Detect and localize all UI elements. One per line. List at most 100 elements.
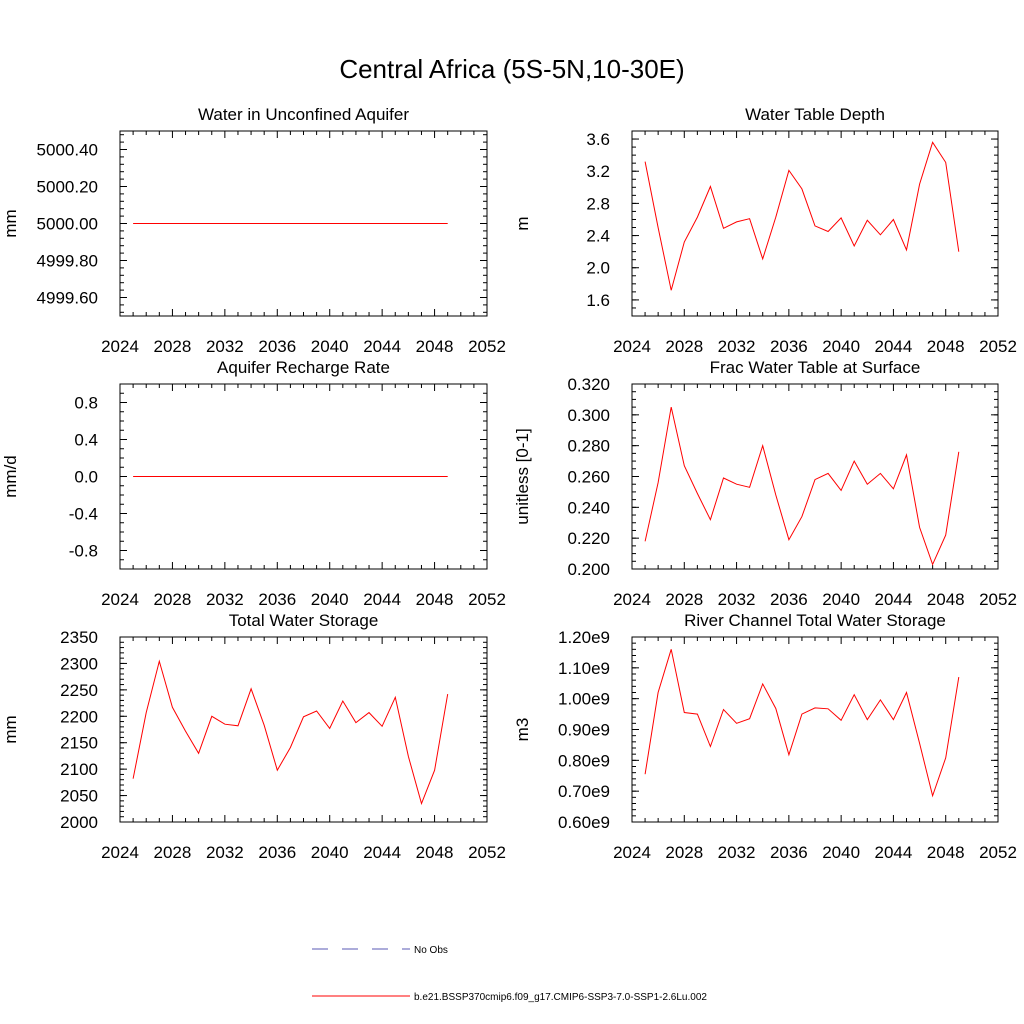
x-tick-label: 2040	[822, 843, 860, 862]
x-tick-label: 2024	[101, 590, 139, 609]
plot-frame	[119, 636, 488, 823]
x-tick-label: 2052	[979, 843, 1017, 862]
panel-river-channel-total-water-storage: River Channel Total Water Storage m3 2024 2…	[513, 611, 1017, 862]
x-tick-label: 2032	[718, 843, 756, 862]
x-tick-label: 2032	[206, 590, 244, 609]
x-tick-label: 2032	[206, 337, 244, 356]
y-tick-label: 0.70e9	[558, 782, 610, 801]
y-tick-label: 1.6	[586, 291, 610, 310]
x-tick-label: 2052	[468, 590, 506, 609]
y-axis-label: mm	[1, 715, 20, 743]
x-tick-label: 2052	[979, 337, 1017, 356]
y-tick-label: 5000.00	[37, 215, 98, 234]
x-tick-label: 2052	[979, 590, 1017, 609]
y-tick-label: 0.80e9	[558, 751, 610, 770]
y-tick-label: 2100	[60, 760, 98, 779]
y-tick-label: 2350	[60, 628, 98, 647]
y-tick-label: 3.6	[586, 130, 610, 149]
y-axis-label: m3	[513, 718, 532, 742]
x-tick-label: 2048	[927, 843, 965, 862]
plot-frame	[631, 636, 999, 823]
y-tick-label: 0.8	[74, 394, 98, 413]
x-tick-label: 2024	[613, 337, 651, 356]
x-tick-label: 2040	[822, 590, 860, 609]
y-tick-label: 5000.20	[37, 178, 98, 197]
y-tick-label: 3.2	[586, 162, 610, 181]
y-tick-label: 1.10e9	[558, 659, 610, 678]
y-tick-label: 4999.60	[37, 289, 98, 308]
y-tick-label: 0.220	[567, 529, 610, 548]
y-tick-label: -0.4	[69, 505, 98, 524]
x-tick-label: 2052	[468, 843, 506, 862]
x-tick-label: 2048	[416, 337, 454, 356]
y-tick-label: -0.8	[69, 542, 98, 561]
y-tick-label: 0.280	[567, 437, 610, 456]
y-tick-label: 0.90e9	[558, 721, 610, 740]
x-tick-label: 2028	[154, 337, 192, 356]
x-tick-label: 2036	[770, 337, 808, 356]
y-tick-label: 2200	[60, 707, 98, 726]
y-axis-label: mm	[1, 209, 20, 237]
y-tick-label: 0.0	[74, 468, 98, 487]
series-line	[644, 649, 960, 798]
x-tick-label: 2028	[665, 590, 703, 609]
x-tick-label: 2044	[875, 337, 913, 356]
y-tick-label: 2000	[60, 813, 98, 832]
x-tick-label: 2032	[718, 337, 756, 356]
y-tick-label: 2.4	[586, 227, 610, 246]
y-tick-label: 2300	[60, 654, 98, 673]
panel-frac-water-table-at-surface: Frac Water Table at Surface unitless [0-1…	[513, 358, 1017, 609]
x-tick-label: 2044	[363, 337, 401, 356]
x-tick-label: 2024	[101, 843, 139, 862]
x-tick-label: 2036	[770, 590, 808, 609]
panel-title: Frac Water Table at Surface	[710, 358, 921, 377]
y-tick-label: 2250	[60, 681, 98, 700]
y-tick-label: 0.260	[567, 468, 610, 487]
y-axis-label: m	[513, 216, 532, 230]
y-tick-label: 4999.80	[37, 252, 98, 271]
x-tick-label: 2036	[258, 843, 296, 862]
y-tick-label: 0.320	[567, 375, 610, 394]
panel-title: Water Table Depth	[745, 105, 885, 124]
x-tick-label: 2040	[311, 843, 349, 862]
series-line	[644, 406, 960, 566]
panel-water-table-depth: Water Table Depth m 2024 2028 2032 2036 2040 20…	[513, 105, 1017, 356]
panel-water-in-unconfined-aquifer: Water in Unconfined Aquifer mm 2024 2028 203…	[1, 105, 506, 356]
x-tick-label: 2032	[206, 843, 244, 862]
y-tick-label: 0.60e9	[558, 813, 610, 832]
y-tick-label: 2.0	[586, 259, 610, 278]
panel-title: Total Water Storage	[229, 611, 379, 630]
x-tick-label: 2044	[363, 843, 401, 862]
x-tick-label: 2044	[363, 590, 401, 609]
y-tick-label: 0.4	[74, 431, 98, 450]
panel-title: Water in Unconfined Aquifer	[198, 105, 409, 124]
x-tick-label: 2040	[311, 590, 349, 609]
y-tick-label: 2050	[60, 787, 98, 806]
y-tick-label: 1.20e9	[558, 628, 610, 647]
x-tick-label: 2036	[258, 590, 296, 609]
y-tick-label: 1.00e9	[558, 690, 610, 709]
figure-title: Central Africa (5S-5N,10-30E)	[339, 54, 685, 84]
x-tick-label: 2028	[665, 337, 703, 356]
x-tick-label: 2052	[468, 337, 506, 356]
x-tick-label: 2032	[718, 590, 756, 609]
x-tick-label: 2024	[613, 590, 651, 609]
series-line	[644, 141, 960, 291]
x-tick-label: 2044	[875, 590, 913, 609]
y-tick-label: 0.200	[567, 560, 610, 579]
x-tick-label: 2036	[258, 337, 296, 356]
x-tick-label: 2028	[154, 843, 192, 862]
panel-title: River Channel Total Water Storage	[684, 611, 946, 630]
x-tick-label: 2040	[311, 337, 349, 356]
y-tick-label: 5000.40	[37, 141, 98, 160]
x-tick-label: 2044	[875, 843, 913, 862]
x-tick-label: 2028	[665, 843, 703, 862]
x-tick-label: 2040	[822, 337, 860, 356]
x-tick-label: 2048	[927, 337, 965, 356]
y-axis-label: unitless [0-1]	[513, 428, 532, 524]
x-tick-label: 2036	[770, 843, 808, 862]
y-tick-label: 2150	[60, 734, 98, 753]
panel-title: Aquifer Recharge Rate	[217, 358, 390, 377]
x-tick-label: 2048	[416, 843, 454, 862]
